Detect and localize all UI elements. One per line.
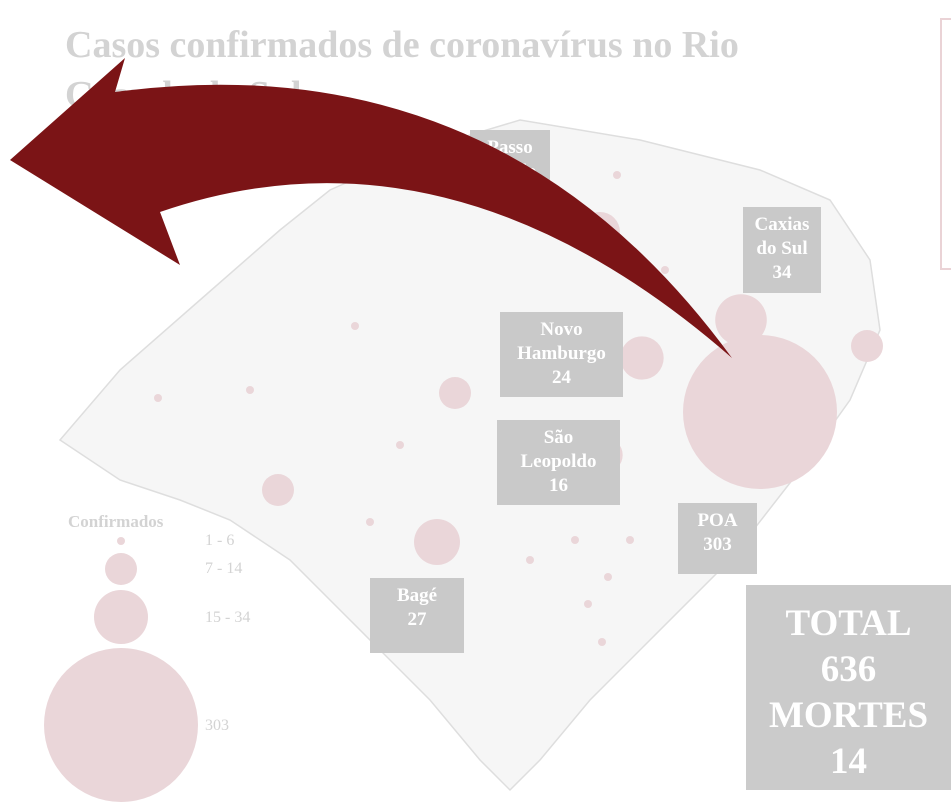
city-name: Fundo [483, 161, 537, 182]
dot [604, 573, 612, 581]
city-label: Passo Fundo [470, 130, 550, 200]
totals-box: TOTAL 636 MORTES 14 [746, 585, 951, 790]
dot [661, 266, 669, 274]
legend-label: 7 - 14 [205, 560, 243, 577]
legend-title: Confirmados [68, 512, 164, 531]
city-name: Leopoldo [520, 451, 597, 472]
legend-label: 15 - 34 [205, 609, 251, 626]
bubble [851, 330, 883, 362]
dot [584, 600, 592, 608]
dot [154, 394, 162, 402]
legend-circle [117, 537, 125, 545]
city-name: Bagé [396, 585, 438, 606]
legend-label: 303 [205, 717, 229, 734]
dot [571, 536, 579, 544]
dot [396, 441, 404, 449]
dot [613, 171, 621, 179]
legend-label: 1 - 6 [205, 532, 235, 549]
dot [626, 536, 634, 544]
dot [526, 556, 534, 564]
deaths-label: MORTES [768, 695, 929, 736]
city-value: 24 [552, 367, 571, 388]
bubble [683, 335, 837, 489]
dot [598, 638, 606, 646]
city-name: São [543, 427, 574, 448]
city-name: POA [697, 510, 738, 531]
city-value: 27 [407, 609, 427, 630]
bubble [580, 212, 620, 252]
side-panel [940, 18, 951, 270]
city-label: Bagé 27 [370, 578, 464, 653]
city-name: Novo [540, 319, 583, 340]
dot [366, 518, 374, 526]
city-name: Passo [487, 137, 533, 158]
city-label: São Leopoldo 16 [497, 420, 620, 505]
dot [246, 386, 254, 394]
bubble [262, 474, 294, 506]
legend-circles [44, 537, 198, 802]
bubble [620, 336, 664, 380]
title: Casos confirmados de coronavírus no Rio … [65, 24, 739, 116]
total-value: 636 [820, 649, 877, 690]
city-label: Novo Hamburgo 24 [500, 312, 623, 397]
bubble [439, 377, 471, 409]
city-label: Caxias do Sul 34 [743, 207, 821, 293]
legend-circle [94, 590, 148, 644]
city-value: 16 [549, 475, 568, 496]
city-value: 303 [703, 534, 732, 555]
legend-circle [105, 553, 137, 585]
city-name: do Sul [756, 238, 808, 259]
dot [351, 322, 359, 330]
city-name: Caxias [754, 214, 810, 235]
bubble [414, 519, 460, 565]
deaths-value: 14 [830, 741, 867, 782]
city-value: 34 [772, 262, 792, 283]
city-label: POA 303 [678, 503, 757, 574]
total-label: TOTAL [785, 603, 912, 644]
legend-circle [44, 648, 198, 802]
city-name: Hamburgo [517, 343, 606, 364]
